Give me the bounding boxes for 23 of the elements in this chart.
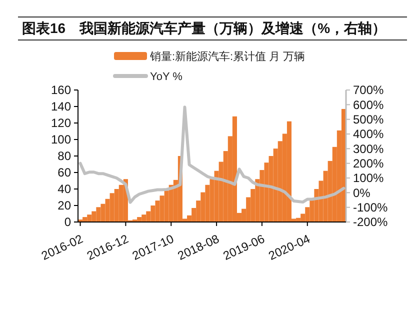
y2-tick-label: 700%: [353, 83, 384, 98]
bar: [82, 217, 88, 222]
y2-tick-label: 400%: [353, 127, 384, 142]
chart-title: 图表16 我国新能源汽车产量（万辆）及增速（%，右轴）: [22, 20, 386, 36]
y-tick-label: 40: [58, 182, 72, 196]
y2-tick-label: -200%: [353, 215, 388, 230]
y-tick-label: 140: [50, 100, 72, 114]
y-tick-label: 160: [50, 83, 72, 98]
y-tick-label: 20: [58, 198, 72, 213]
y2-tick-label: 200%: [353, 156, 384, 171]
legend-label: YoY %: [150, 71, 183, 83]
y2-tick-label: -100%: [353, 200, 388, 215]
y-tick-label: 100: [50, 132, 72, 147]
legend-label: 销量:新能源汽车:累计值 月 万辆: [149, 50, 306, 63]
y2-tick-label: 100%: [353, 171, 384, 186]
y-tick-label: 60: [58, 166, 72, 180]
y2-tick-label: 0%: [353, 186, 371, 200]
y-tick-label: 120: [50, 116, 72, 130]
y-tick-label: 80: [58, 149, 72, 164]
y2-tick-label: 300%: [353, 142, 384, 156]
y2-tick-label: 600%: [353, 98, 384, 112]
y-tick-label: 0: [64, 215, 72, 230]
y2-tick-label: 500%: [353, 112, 384, 127]
